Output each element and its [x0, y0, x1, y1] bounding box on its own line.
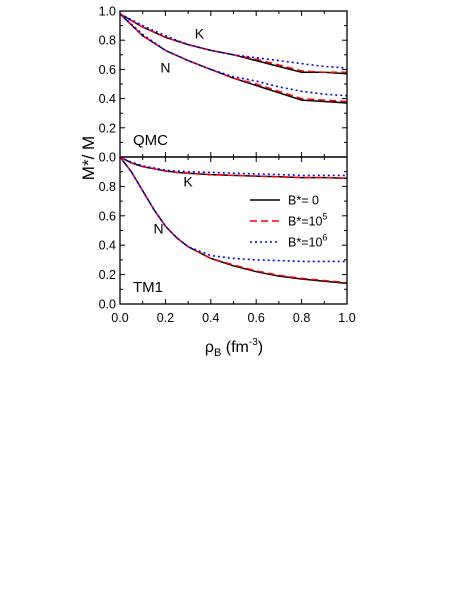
series-tm1-n-b6 [119, 156, 347, 263]
panel-label: TM1 [133, 279, 163, 296]
series-qmc-n-b6 [119, 13, 348, 97]
x-axis-label-unit: (fm [221, 339, 249, 356]
panel-tm1: 0.0 0.2 0.4 0.6 0.8 0.0 0.2 0.4 0.6 0.8 1.0 TM1 K N [99, 156, 356, 325]
x-tick-label: 0.8 [293, 311, 310, 325]
y-tick-label: 0.6 [99, 209, 116, 223]
series-qmc-k-b6 [119, 13, 348, 69]
y-axis-label: M*/ M [79, 136, 98, 180]
series-tm1-k-b6 [119, 156, 347, 177]
panel-label: QMC [133, 132, 168, 149]
curve-label-n: N [160, 59, 170, 75]
curve-label-k: K [183, 173, 193, 189]
x-axis-label-unit-close: ) [258, 339, 263, 356]
x-axis-label-sub: B [214, 347, 221, 359]
y-tick-label: 0.4 [99, 92, 116, 106]
series-qmc-n-b5 [119, 13, 348, 103]
curve-label-n: N [154, 220, 164, 236]
panels: 0.00.20.40.60.81.0QMCKN0.00.20.40.60.80.… [99, 5, 356, 326]
y-tick-label: 0.0 [99, 151, 116, 165]
x-tick-label: 0.4 [202, 311, 219, 325]
x-tick-label: 0.6 [248, 311, 265, 325]
y-tick-label: 0.6 [99, 63, 116, 77]
x-axis-label: ρB (fm-3) [205, 337, 263, 359]
legend-label-b5: B*=105 [288, 212, 327, 229]
panel-qmc: 0.0 0.2 0.4 0.6 0.8 1.0 QMC K N [99, 5, 348, 165]
x-axis-label-main: ρ [205, 339, 214, 356]
y-tick-label: 0.8 [99, 180, 116, 194]
series-tm1-n-b5 [119, 156, 348, 284]
x-axis-label-unit-exp: -3 [249, 337, 258, 348]
y-tick-label: 0.8 [99, 34, 116, 48]
x-tick-label: 0.0 [111, 311, 128, 325]
x-tick-label: 0.2 [157, 311, 174, 325]
legend: B*= 0 B*=105 B*=106 [250, 194, 327, 250]
curve-label-k: K [195, 26, 205, 42]
y-tick-label: 1.0 [99, 5, 116, 19]
y-tick-label: 0.0 [99, 298, 116, 312]
y-tick-label: 0.4 [99, 239, 116, 253]
legend-label-b6: B*=106 [288, 233, 327, 250]
series-qmc-n-b0 [119, 13, 348, 104]
legend-label-b0: B*= 0 [288, 194, 319, 208]
y-tick-label: 0.2 [99, 121, 116, 135]
y-tick-label: 0.2 [99, 268, 116, 282]
x-tick-label: 1.0 [338, 311, 355, 325]
